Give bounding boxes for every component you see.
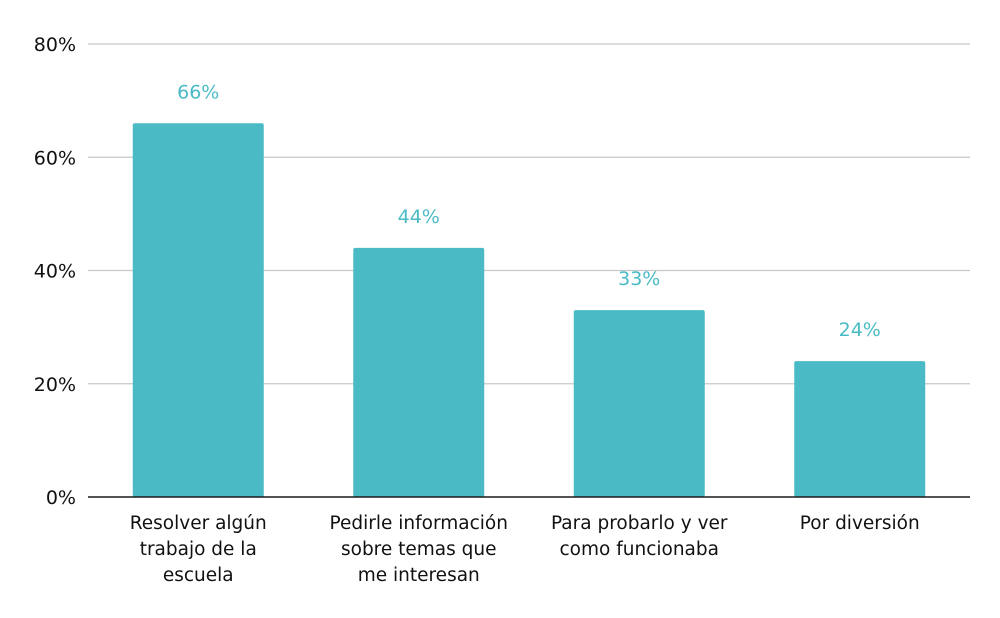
bar [353, 247, 485, 497]
data-label: 44% [398, 206, 440, 228]
data-label: 33% [618, 268, 660, 290]
category-label: escuela [163, 565, 234, 586]
y-tick-label: 0% [46, 487, 76, 509]
y-tick-label: 20% [34, 374, 76, 396]
y-axis-tick-labels: 0% 20% 40% 60% 80% [34, 34, 76, 509]
data-label: 24% [839, 319, 881, 341]
data-label: 66% [177, 81, 219, 103]
category-label: como funcionaba [560, 539, 719, 560]
data-labels: 66% 44% 33% 24% [177, 81, 881, 341]
bar [794, 361, 926, 497]
y-tick-label: 80% [34, 34, 76, 56]
category-label: Para probarlo y ver [551, 513, 728, 534]
bar [132, 123, 264, 498]
bar [573, 310, 705, 497]
y-tick-label: 60% [34, 147, 76, 169]
category-label: sobre temas que [341, 539, 497, 560]
category-label: Pedirle información [330, 513, 508, 534]
category-label: Resolver algún [130, 513, 267, 534]
category-labels: Resolver algún trabajo de la escuela Pedirl… [130, 513, 920, 586]
bars [132, 123, 926, 498]
category-label: trabajo de la [140, 539, 257, 560]
y-tick-label: 40% [34, 261, 76, 283]
category-label: me interesan [358, 565, 480, 586]
category-label: Por diversión [800, 513, 920, 534]
